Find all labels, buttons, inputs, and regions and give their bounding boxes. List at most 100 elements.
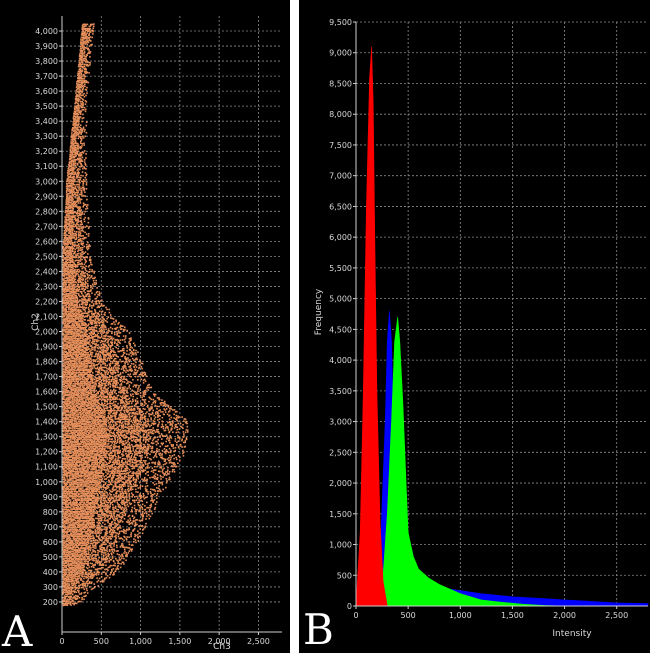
a-data-point: [157, 439, 159, 441]
a-data-point: [170, 449, 172, 452]
a-data-point: [97, 431, 100, 434]
a-data-point: [95, 459, 97, 462]
a-data-point: [70, 556, 73, 558]
a-data-point: [84, 503, 87, 505]
a-data-point: [84, 544, 86, 547]
a-data-point: [93, 450, 95, 453]
a-data-point: [186, 431, 189, 433]
a-data-point: [82, 443, 84, 446]
a-data-point: [107, 433, 110, 435]
a-data-point: [72, 569, 74, 572]
a-data-point: [130, 544, 133, 546]
a-data-point: [98, 571, 101, 574]
a-data-point: [122, 434, 125, 437]
a-data-point: [128, 456, 131, 458]
a-data-point: [79, 431, 81, 433]
a-data-point: [120, 470, 122, 472]
a-data-point: [87, 474, 90, 476]
a-data-point: [134, 440, 136, 442]
a-data-point: [82, 505, 84, 507]
a-data-point: [139, 436, 142, 439]
a-data-point: [100, 529, 103, 532]
a-data-point: [84, 461, 87, 464]
a-data-point: [109, 429, 112, 432]
a-data-point: [132, 478, 135, 481]
a-data-point: [67, 490, 69, 493]
a-data-point: [165, 481, 168, 484]
a-data-point: [81, 430, 83, 433]
a-data-point: [102, 454, 105, 456]
a-data-point: [95, 423, 97, 426]
a-data-point: [104, 447, 106, 450]
a-data-point: [94, 501, 96, 503]
a-data-point: [84, 540, 86, 543]
a-data-point: [107, 450, 110, 453]
a-data-point: [140, 447, 143, 450]
a-data-point: [79, 527, 82, 530]
a-data-point: [131, 461, 133, 464]
a-data-point: [83, 568, 85, 571]
a-data-point: [104, 445, 106, 447]
a-data-point: [73, 494, 76, 496]
a-data-point: [86, 511, 88, 513]
a-data-point: [123, 431, 125, 433]
a-data-point: [79, 568, 82, 571]
a-data-point: [125, 431, 127, 433]
a-data-point: [132, 488, 134, 491]
a-data-point: [110, 478, 113, 480]
a-data-point: [95, 445, 97, 448]
a-data-point: [62, 460, 64, 462]
a-data-point: [84, 542, 86, 545]
a-data-point: [70, 587, 73, 590]
a-data-point: [93, 503, 96, 506]
a-data-point: [85, 483, 88, 486]
a-data-point: [80, 510, 83, 513]
a-data-point: [75, 514, 78, 517]
a-data-point: [75, 440, 77, 443]
a-data-point: [75, 508, 78, 511]
a-data-point: [70, 575, 72, 577]
a-data-point: [165, 462, 168, 464]
a-data-point: [130, 424, 133, 426]
a-data-point: [101, 503, 103, 505]
a-data-point: [137, 468, 139, 471]
a-data-point: [115, 488, 117, 491]
a-data-point: [83, 483, 86, 485]
a-data-point: [64, 534, 66, 537]
a-data-point: [75, 591, 78, 594]
a-data-point: [91, 562, 93, 565]
a-data-point: [75, 534, 78, 536]
a-data-point: [87, 436, 90, 439]
a-data-point: [74, 537, 77, 540]
a-data-point: [78, 461, 81, 464]
a-data-point: [103, 442, 105, 444]
a-data-point: [89, 506, 92, 509]
a-data-point: [62, 485, 64, 488]
a-data-point: [160, 433, 163, 435]
a-data-point: [65, 593, 68, 596]
a-data-point: [73, 500, 75, 502]
a-data-point: [82, 506, 84, 509]
a-data-point: [108, 431, 111, 433]
a-data-point: [78, 550, 81, 552]
a-data-point: [156, 478, 159, 481]
a-data-point: [69, 592, 71, 595]
a-data-point: [129, 474, 132, 477]
a-data-point: [135, 465, 137, 467]
a-data-point: [68, 523, 71, 526]
a-data-point: [88, 569, 90, 572]
a-data-point: [76, 508, 79, 511]
a-data-point: [123, 476, 126, 478]
a-data-point: [69, 514, 71, 516]
a-data-point: [123, 552, 125, 554]
a-data-point: [106, 434, 109, 437]
a-data-point: [66, 483, 69, 485]
a-data-point: [63, 454, 65, 456]
a-data-point: [90, 547, 92, 549]
a-data-point: [135, 450, 138, 453]
a-data-point: [163, 435, 165, 437]
a-data-point: [76, 434, 79, 437]
a-data-point: [183, 451, 185, 453]
a-data-point: [120, 433, 123, 435]
a-data-point: [63, 483, 65, 485]
